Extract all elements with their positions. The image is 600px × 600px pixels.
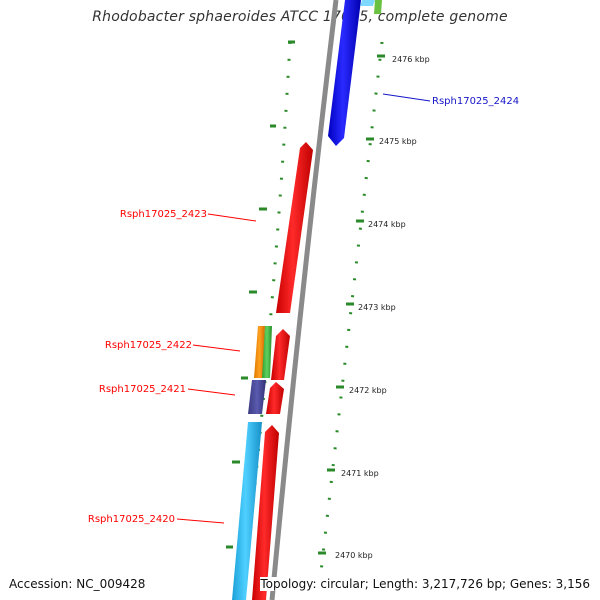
gene-rsph17025-2422[interactable]: [262, 326, 272, 378]
gene-label-2420[interactable]: Rsph17025_2420: [88, 514, 175, 525]
gene-red-2420[interactable]: [252, 425, 279, 600]
tick-label-2475: 2475 kbp: [379, 137, 417, 146]
accession-info: Accession: NC_009428: [9, 577, 146, 591]
outer-dotted-track: [316, 41, 384, 599]
gene-label-2423[interactable]: Rsph17025_2423: [120, 209, 207, 220]
gene-label-2424[interactable]: Rsph17025_2424: [432, 96, 519, 107]
gene-labels: Rsph17025_2424 Rsph17025_2423 Rsph17025_…: [88, 96, 519, 525]
tick-label-2474: 2474 kbp: [368, 220, 406, 229]
tick-label-2476: 2476 kbp: [392, 55, 430, 64]
genome-summary: Topology: circular; Length: 3,217,726 bp…: [260, 577, 590, 591]
genome-backbone: [269, 0, 339, 600]
map-title: Rhodobacter sphaeroides ATCC 17025, comp…: [92, 9, 508, 25]
gene-top-green-fragment[interactable]: [374, 0, 382, 14]
tick-label-2472: 2472 kbp: [349, 386, 387, 395]
gene-label-2421[interactable]: Rsph17025_2421: [99, 384, 186, 395]
tick-label-2473: 2473 kbp: [358, 303, 396, 312]
gene-orange-2422[interactable]: [254, 326, 265, 378]
gene-red-2421[interactable]: [266, 382, 284, 414]
inner-dotted-track: [226, 40, 295, 599]
gene-label-2422[interactable]: Rsph17025_2422: [105, 340, 192, 351]
gene-features[interactable]: [232, 0, 382, 600]
kbp-tick-marks: 2476 kbp 2475 kbp 2474 kbp 2473 kbp 2472…: [318, 54, 430, 560]
gene-red-2422[interactable]: [271, 329, 290, 380]
gene-rsph17025-2423[interactable]: [276, 142, 313, 313]
gene-rsph17025-2421[interactable]: [248, 380, 266, 414]
tick-label-2471: 2471 kbp: [341, 469, 379, 478]
gene-label-leaders: [176, 93, 431, 524]
gene-rsph17025-2420[interactable]: [232, 422, 262, 600]
gene-rsph17025-2424[interactable]: [328, 0, 361, 146]
gene-top-cyan-fragment[interactable]: [360, 0, 375, 6]
tick-label-2470: 2470 kbp: [335, 551, 373, 560]
